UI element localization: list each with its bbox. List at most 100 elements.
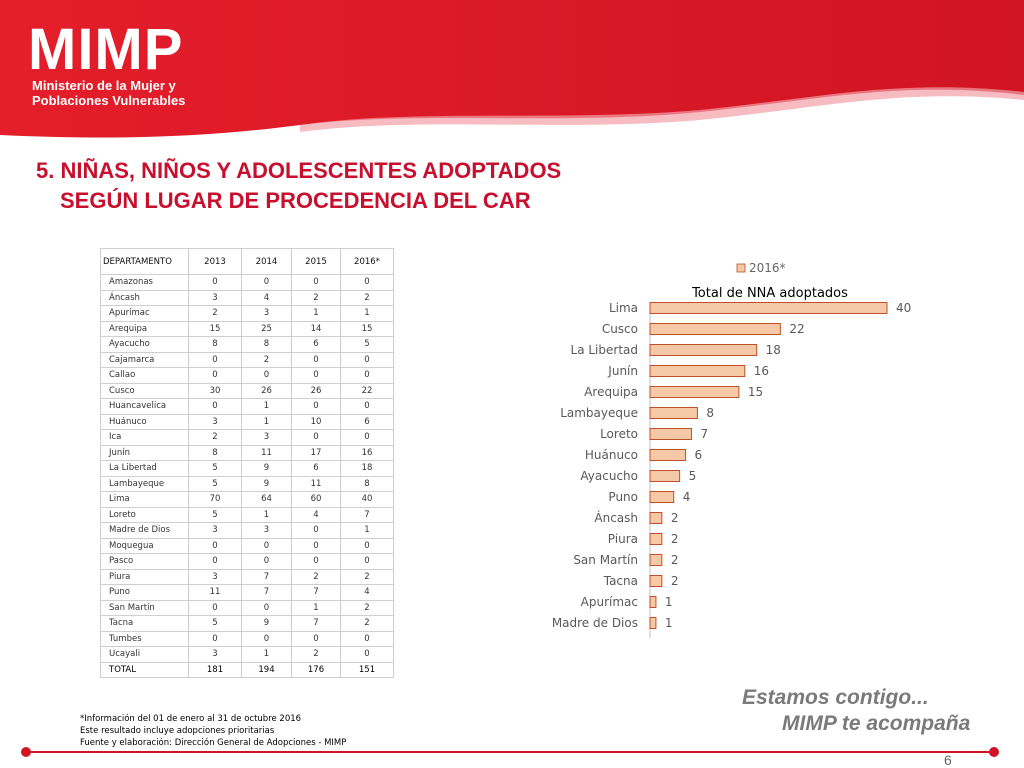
value-cell: 0 (340, 553, 394, 570)
slide-title-line2: SEGÚN LUGAR DE PROCEDENCIA DEL CAR (60, 188, 531, 213)
value-cell: 0 (340, 367, 394, 384)
bar (649, 596, 657, 608)
value-cell: 2 (291, 646, 341, 663)
value-cell: 3 (188, 289, 242, 306)
department-cell: Ayacucho (100, 336, 189, 353)
category-label: Puno (608, 490, 638, 504)
bar (649, 344, 758, 356)
value-cell: 16 (340, 444, 394, 461)
value-cell: 5 (340, 336, 394, 353)
bar (649, 575, 663, 587)
department-cell: Lambayeque (100, 475, 189, 492)
department-cell: Ica (100, 429, 189, 446)
value-cell: 7 (291, 584, 341, 601)
footnote-line: Fuente y elaboración: Dirección General … (80, 738, 347, 748)
category-label: Arequipa (584, 385, 638, 399)
department-cell: Apurímac (100, 305, 189, 322)
table-row: Loreto 5 1 4 7 (100, 506, 394, 523)
value-cell: 1 (241, 506, 292, 523)
value-cell: 5 (188, 506, 242, 523)
footnote-line: Este resultado incluye adopciones priori… (80, 726, 275, 736)
bar-data-label: 2 (671, 532, 679, 546)
department-cell: Cusco (100, 382, 189, 399)
value-cell: 2 (241, 351, 292, 368)
table-row: Cajamarca 0 2 0 0 (100, 351, 394, 368)
table-row: Ucayali 3 1 2 0 (100, 646, 394, 663)
value-cell: 5 (188, 460, 242, 477)
department-cell: Tacna (100, 615, 189, 632)
value-cell: 7 (241, 568, 292, 585)
bar (649, 554, 663, 566)
slogan: Estamos contigo... MIMP te acompaña (742, 685, 970, 737)
bar-data-label: 18 (766, 343, 781, 357)
table-row: Piura 3 7 2 2 (100, 568, 394, 585)
value-cell: 6 (340, 413, 394, 430)
logo-subtitle-line2: Poblaciones Vulnerables (32, 93, 186, 108)
table-row: Madre de Dios 3 3 0 1 (100, 522, 394, 539)
value-cell: 60 (291, 491, 341, 508)
footer-line-dot-right (989, 747, 999, 757)
value-cell: 3 (188, 568, 242, 585)
value-cell: 0 (241, 553, 292, 570)
legend-swatch (736, 263, 746, 273)
value-cell: 6 (291, 460, 341, 477)
bar-data-label: 40 (896, 301, 911, 315)
slide-title-line1: 5. NIÑAS, NIÑOS Y ADOLESCENTES ADOPTADOS (36, 158, 562, 183)
value-cell: 70 (188, 491, 242, 508)
bar-data-label: 2 (671, 574, 679, 588)
value-cell: 0 (188, 537, 242, 554)
value-cell: 15 (188, 320, 242, 337)
value-cell: 0 (188, 599, 242, 616)
slogan-line1: Estamos contigo... (742, 686, 929, 709)
category-label: Piura (608, 532, 638, 546)
category-label: Tacna (603, 574, 638, 588)
value-cell: 14 (291, 320, 341, 337)
department-cell: Áncash (100, 289, 189, 306)
value-cell: 0 (188, 367, 242, 384)
department-cell: Huancavelica (100, 398, 189, 415)
department-cell: Junín (100, 444, 189, 461)
logo-wordmark: MIMP (28, 17, 184, 82)
value-cell: 1 (291, 305, 341, 322)
value-cell: 0 (340, 537, 394, 554)
value-cell: 1 (241, 646, 292, 663)
table-row: Lima 70 64 60 40 (100, 491, 394, 508)
table-row: Puno 11 7 7 4 (100, 584, 394, 601)
bar (649, 491, 675, 503)
value-cell: 7 (291, 615, 341, 632)
category-label: Cusco (602, 322, 638, 336)
category-label: Áncash (594, 510, 638, 525)
category-label: San Martín (573, 553, 638, 567)
value-cell: 8 (241, 336, 292, 353)
category-label: La Libertad (571, 343, 638, 357)
value-cell: 0 (291, 429, 341, 446)
page-number: 6 (944, 752, 952, 768)
table-row: Huancavelica 0 1 0 0 (100, 398, 394, 415)
bar-data-label: 16 (754, 364, 769, 378)
bar-data-label: 1 (665, 616, 673, 630)
table-row: Junín 8 11 17 16 (100, 444, 394, 461)
table-row: La Libertad 5 9 6 18 (100, 460, 394, 477)
category-label: Loreto (600, 427, 638, 441)
department-cell: Puno (100, 584, 189, 601)
department-cell: Lima (100, 491, 189, 508)
value-cell: 2 (291, 289, 341, 306)
footer-line-dot-left (21, 747, 31, 757)
table-header-cell: 2014 (241, 248, 292, 275)
value-cell: 0 (241, 537, 292, 554)
bar (649, 407, 698, 419)
slide-title: 5. NIÑAS, NIÑOS Y ADOLESCENTES ADOPTADOS… (36, 156, 561, 216)
value-cell: 30 (188, 382, 242, 399)
value-cell: 0 (291, 537, 341, 554)
chart-title: Total de NNA adoptados (691, 286, 848, 301)
table-row: Pasco 0 0 0 0 (100, 553, 394, 570)
value-cell: 3 (188, 413, 242, 430)
value-cell: 0 (340, 630, 394, 647)
bar (649, 533, 663, 545)
category-label: Junín (607, 364, 638, 378)
value-cell: 0 (291, 274, 341, 291)
slogan-line2: MIMP te acompaña (782, 712, 971, 735)
value-cell: 0 (241, 274, 292, 291)
table-row: Arequipa 15 25 14 15 (100, 320, 394, 337)
logo-subtitle-line1: Ministerio de la Mujer y (32, 78, 176, 93)
